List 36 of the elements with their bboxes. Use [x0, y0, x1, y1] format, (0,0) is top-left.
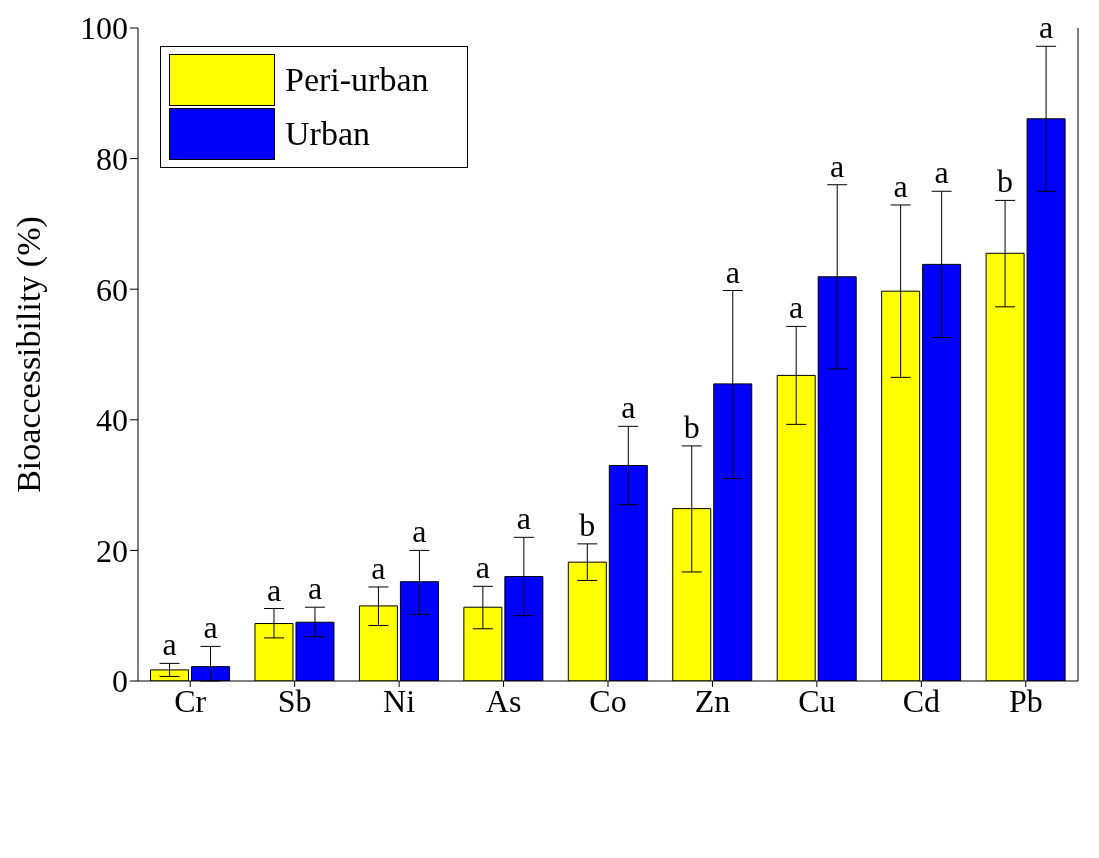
data-label: a	[1038, 9, 1054, 46]
y-tick-label: 40	[96, 402, 128, 439]
x-tick-label: Cr	[174, 682, 207, 719]
x-tick-label: Co	[589, 682, 627, 719]
data-label: a	[621, 389, 636, 426]
data-label: a	[934, 154, 949, 191]
x-tick-label: Cd	[902, 682, 941, 719]
x-tick-label: Sb	[277, 682, 312, 719]
y-tick-label: 100	[80, 10, 128, 47]
data-label: a	[203, 609, 218, 646]
data-label: a	[789, 289, 804, 326]
data-label: a	[412, 513, 427, 550]
data-label: b	[579, 506, 596, 543]
data-label: a	[162, 626, 177, 663]
data-label: a	[266, 571, 282, 608]
x-tick-label: As	[485, 682, 522, 719]
x-tick-label: Pb	[1008, 682, 1043, 719]
x-tick-label: Ni	[383, 682, 416, 719]
data-label: b	[683, 408, 700, 445]
y-tick-label: 20	[96, 532, 128, 569]
data-label: a	[893, 167, 908, 204]
y-axis-title: Bioaccessibility (%)	[10, 216, 49, 493]
data-label: a	[307, 570, 323, 607]
legend-label: Urban	[285, 115, 370, 153]
data-label: a	[516, 500, 531, 537]
x-tick-label: Cu	[798, 682, 836, 719]
data-label: a	[371, 549, 386, 586]
data-label: b	[997, 163, 1014, 200]
y-tick-label: 0	[112, 663, 128, 700]
data-label: a	[830, 147, 845, 184]
data-label: a	[475, 549, 490, 586]
x-tick-label: Zn	[694, 682, 731, 719]
legend-label: Peri-urban	[285, 61, 429, 99]
y-tick-label: 60	[96, 271, 128, 308]
data-label: a	[725, 253, 740, 290]
y-tick-label: 80	[96, 140, 128, 177]
